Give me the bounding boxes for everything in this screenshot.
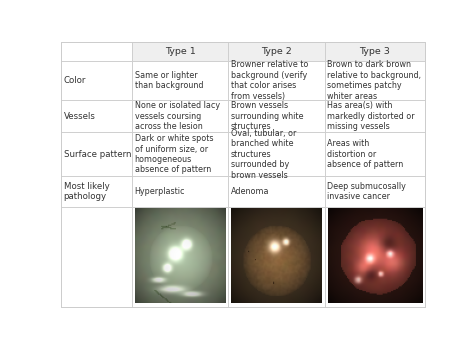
Text: Has area(s) with
markedly distorted or
missing vessels: Has area(s) with markedly distorted or m… bbox=[328, 101, 415, 131]
Text: Deep submucosally
invasive cancer: Deep submucosally invasive cancer bbox=[328, 182, 406, 201]
Text: Areas with
distortion or
absence of pattern: Areas with distortion or absence of patt… bbox=[328, 139, 403, 169]
Text: Dark or white spots
of uniform size, or
homogeneous
absence of pattern: Dark or white spots of uniform size, or … bbox=[135, 134, 213, 174]
Bar bbox=[132, 61, 228, 100]
Bar bbox=[61, 100, 132, 132]
Bar bbox=[325, 42, 425, 61]
Text: Brown vessels
surrounding white
structures: Brown vessels surrounding white structur… bbox=[231, 101, 303, 131]
Bar bbox=[325, 176, 425, 207]
Text: Type 1: Type 1 bbox=[165, 47, 196, 56]
Text: Oval, tubular, or
branched white
structures
surrounded by
brown vessels: Oval, tubular, or branched white structu… bbox=[231, 129, 296, 179]
Bar bbox=[228, 61, 325, 100]
Bar bbox=[325, 61, 425, 100]
Bar bbox=[132, 207, 228, 306]
Text: None or isolated lacy
vessels coursing
across the lesion: None or isolated lacy vessels coursing a… bbox=[135, 101, 220, 131]
Bar bbox=[228, 207, 325, 306]
Text: Type 3: Type 3 bbox=[359, 47, 390, 56]
Text: Most likely
pathology: Most likely pathology bbox=[64, 182, 109, 201]
Bar bbox=[228, 132, 325, 176]
Bar bbox=[132, 176, 228, 207]
Bar bbox=[61, 42, 132, 61]
Text: Browner relative to
background (verify
that color arises
from vessels): Browner relative to background (verify t… bbox=[231, 60, 308, 101]
Text: Surface pattern: Surface pattern bbox=[64, 150, 131, 159]
Text: Color: Color bbox=[64, 76, 86, 85]
Bar bbox=[132, 132, 228, 176]
Text: Same or lighter
than background: Same or lighter than background bbox=[135, 71, 203, 90]
Bar bbox=[325, 100, 425, 132]
Text: Brown to dark brown
relative to background,
sometimes patchy
whiter areas: Brown to dark brown relative to backgrou… bbox=[328, 60, 421, 101]
Bar bbox=[61, 207, 132, 306]
Text: Hyperplastic: Hyperplastic bbox=[135, 187, 185, 196]
Bar bbox=[61, 176, 132, 207]
Bar bbox=[325, 132, 425, 176]
Bar bbox=[228, 100, 325, 132]
Text: Vessels: Vessels bbox=[64, 112, 96, 121]
Bar bbox=[132, 100, 228, 132]
Text: Adenoma: Adenoma bbox=[231, 187, 269, 196]
Bar bbox=[61, 61, 132, 100]
Bar bbox=[132, 42, 228, 61]
Bar bbox=[228, 42, 325, 61]
Bar bbox=[325, 207, 425, 306]
Text: Type 2: Type 2 bbox=[261, 47, 292, 56]
Bar bbox=[228, 176, 325, 207]
Bar bbox=[61, 132, 132, 176]
